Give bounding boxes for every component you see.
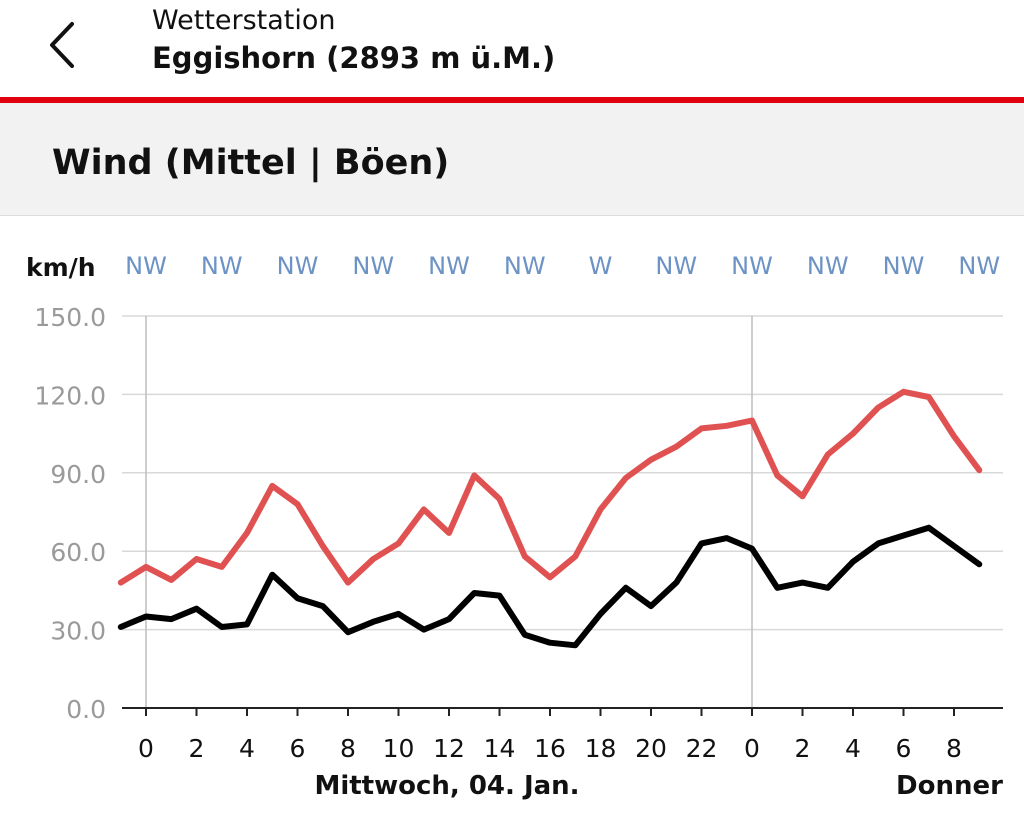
x-tick-label: 22	[686, 734, 718, 763]
app-header: Wetterstation Eggishorn (2893 m ü.M.)	[0, 0, 1024, 97]
section-title: Wind (Mittel | Böen)	[52, 143, 450, 183]
day-label: Donner	[896, 771, 1003, 801]
x-tick-label: 20	[635, 734, 667, 763]
wind-direction-label: NW	[125, 252, 167, 280]
x-tick-label: 10	[383, 734, 415, 763]
y-tick-label: 120.0	[34, 381, 106, 410]
mean-series-line	[117, 524, 983, 649]
accent-divider	[0, 97, 1024, 103]
x-tick-label: 0	[744, 734, 760, 763]
x-tick-label: 0	[138, 734, 154, 763]
chevron-left-icon	[50, 22, 74, 68]
wind-direction-label: NW	[277, 252, 319, 280]
wind-direction-label: NW	[883, 252, 925, 280]
y-tick-label: 90.0	[50, 460, 106, 489]
wind-direction-label: W	[589, 252, 613, 280]
x-tick-label: 4	[845, 734, 861, 763]
day-label: Mittwoch, 04. Jan.	[314, 771, 579, 801]
x-tick-label: 16	[534, 734, 566, 763]
gust-series-line	[117, 388, 983, 586]
wind-direction-label: NW	[655, 252, 697, 280]
y-tick-label: 0.0	[66, 695, 106, 724]
x-tick-label: 2	[795, 734, 811, 763]
station-label: Wetterstation	[152, 5, 336, 36]
x-tick-label: 12	[433, 734, 465, 763]
unit-label: km/h	[26, 253, 96, 282]
wind-direction-label: NW	[352, 252, 394, 280]
wind-direction-label: NW	[201, 252, 243, 280]
x-tick-label: 8	[340, 734, 356, 763]
wind-chart[interactable]: km/h 0.0 30.0 60.0 90.0 120.0 150.0 0 2 4 6 8 10 12 1…	[0, 217, 1024, 830]
wind-chart-svg: km/h 0.0 30.0 60.0 90.0 120.0 150.0 0 2 4 6 8 10 12 1…	[26, 252, 1003, 801]
y-tick-label: 60.0	[50, 538, 106, 567]
wind-direction-label: NW	[958, 252, 1000, 280]
wind-direction-label: NW	[504, 252, 546, 280]
back-button[interactable]	[40, 18, 88, 74]
station-name: Eggishorn (2893 m ü.M.)	[152, 41, 556, 75]
x-tick-label: 4	[239, 734, 255, 763]
wind-direction-label: NW	[731, 252, 773, 280]
x-tick-label: 8	[946, 734, 962, 763]
x-tick-label: 18	[585, 734, 617, 763]
x-tick-label: 2	[189, 734, 205, 763]
wind-direction-label: NW	[807, 252, 849, 280]
x-tick-label: 6	[896, 734, 912, 763]
y-tick-label: 30.0	[50, 617, 106, 646]
x-tick-label: 14	[484, 734, 516, 763]
x-tick-label: 6	[290, 734, 306, 763]
y-tick-label: 150.0	[34, 303, 106, 332]
wind-direction-label: NW	[428, 252, 470, 280]
section-header: Wind (Mittel | Böen)	[0, 103, 1024, 216]
